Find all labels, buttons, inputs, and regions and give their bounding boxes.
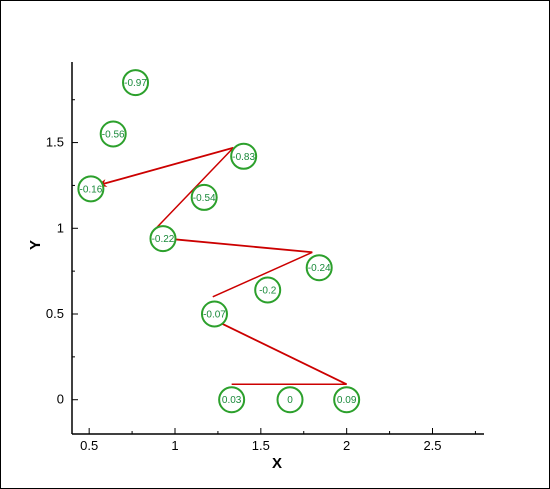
point-label: -0.24 — [308, 263, 331, 274]
point-label: -0.83 — [232, 152, 255, 163]
y-tick-label: 0.5 — [46, 306, 64, 321]
point-label: -0.56 — [102, 130, 125, 141]
point-label: -0.16 — [79, 184, 102, 195]
y-tick-label: 1 — [57, 220, 64, 235]
point-label: -0.54 — [193, 193, 216, 204]
y-ticks: 0 0.5 1 1.5 — [46, 99, 78, 407]
x-axis-title: X — [272, 455, 282, 472]
point-label: 0 — [287, 395, 293, 406]
point-label: -0.07 — [203, 310, 226, 321]
point-label: 0.03 — [222, 395, 242, 406]
point-label: -0.22 — [152, 234, 175, 245]
point-circle — [190, 183, 218, 211]
x-tick-label: 1 — [171, 438, 178, 453]
path-lines — [152, 147, 347, 386]
point-label: -0.97 — [124, 78, 147, 89]
point-label: -0.2 — [259, 286, 277, 297]
x-tick-label: 1.5 — [252, 438, 270, 453]
point-circle — [305, 254, 333, 282]
point-circle — [276, 386, 304, 414]
point-circle — [333, 386, 361, 414]
arrow-group — [96, 146, 348, 386]
point-circle — [122, 69, 150, 97]
x-ticks: 0.5 1 1.5 2 2.5 — [80, 428, 476, 453]
point-group: 0.03 0 0.09 -0.07 -0.2 -0.24 -0.22 -0.54 -0.83 -0… — [77, 69, 361, 414]
point-circle — [230, 142, 258, 170]
x-tick-label: 2 — [343, 438, 350, 453]
point-label: 0.09 — [337, 395, 357, 406]
x-tick-label: 0.5 — [80, 438, 98, 453]
path-segment — [152, 147, 234, 233]
y-axis-title: Y — [27, 240, 44, 250]
y-tick-label: 0 — [57, 392, 64, 407]
point-circle — [254, 276, 282, 304]
point-circle — [99, 120, 127, 148]
y-tick-label: 1.5 — [46, 135, 64, 150]
point-circle — [218, 386, 246, 414]
arrow-segment — [211, 318, 348, 386]
x-tick-label: 2.5 — [423, 438, 441, 453]
point-circle — [77, 175, 105, 203]
path-segment — [212, 251, 313, 298]
point-circle — [149, 225, 177, 253]
axes — [71, 62, 484, 435]
arrow-segment — [96, 146, 234, 187]
point-circle — [200, 300, 228, 328]
arrow-segment — [165, 235, 313, 254]
